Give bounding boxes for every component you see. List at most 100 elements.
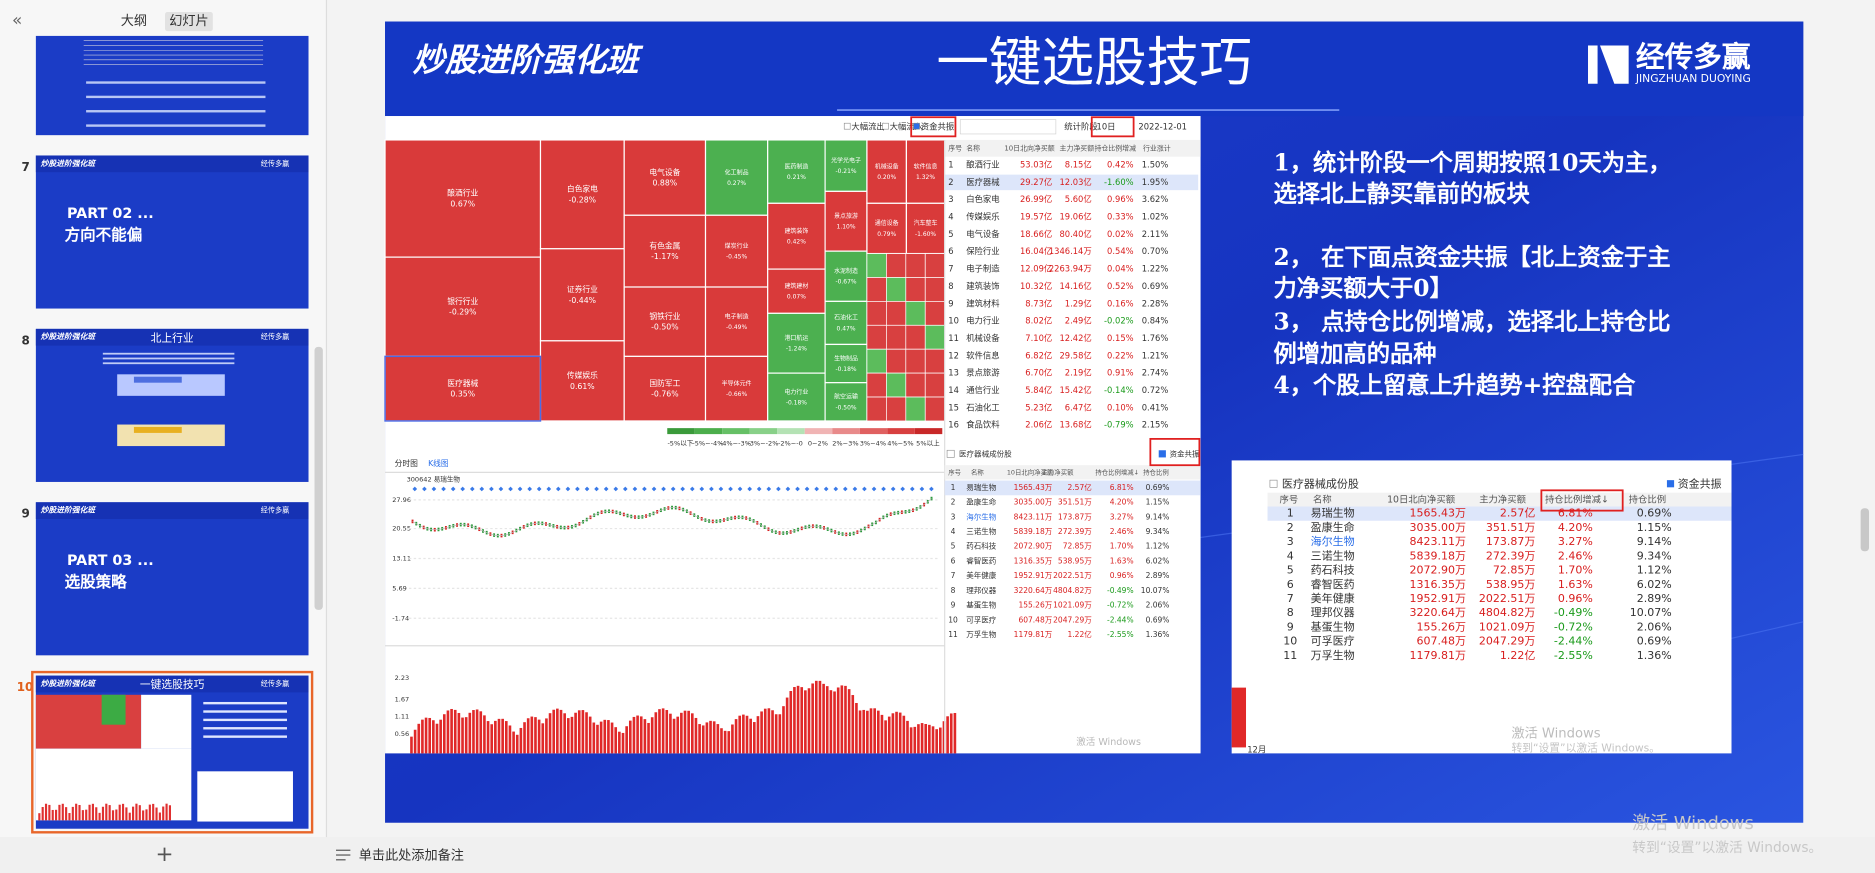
add-slide[interactable]: + <box>155 842 173 867</box>
tab[interactable]: 幻灯片 <box>169 13 208 29</box>
checkbox[interactable] <box>913 122 920 130</box>
legend-label: 3%~4% <box>860 440 886 448</box>
table-cell: 通信行业 <box>966 385 999 395</box>
toolbar-item[interactable]: 2022-12-01 <box>1138 121 1187 131</box>
thumb-title: PART 03 ... <box>67 553 154 569</box>
treemap-cell <box>866 324 887 350</box>
toolbar-item[interactable]: 资金共振 <box>921 121 955 131</box>
table-cell: 29.58亿 <box>1059 350 1091 360</box>
table-cell: -2.55% <box>1107 630 1134 639</box>
marker: ◆ <box>814 486 819 493</box>
column-header: 序号 <box>948 467 961 476</box>
treemap-cell <box>384 139 542 258</box>
table-cell: 5.60亿 <box>1065 194 1092 204</box>
table-cell: 9 <box>948 298 953 308</box>
filter[interactable]: 资金共振 <box>1169 448 1200 458</box>
thumbnail[interactable] <box>35 155 309 309</box>
volume-bar <box>818 680 822 754</box>
volume-bar <box>855 702 858 754</box>
table-cell: 0.91% <box>1107 368 1134 378</box>
table-cell: 2.06% <box>1637 620 1672 633</box>
sector-name: 景点旅游 <box>834 212 858 220</box>
scrollbar[interactable] <box>314 346 323 610</box>
table-cell: 4804.82万 <box>1479 606 1535 619</box>
filter[interactable]: 资金共振 <box>1678 476 1722 490</box>
marker: ◆ <box>566 486 571 493</box>
volume-bar <box>639 716 643 754</box>
toolbar-item[interactable]: 统计阶段 <box>1064 121 1098 131</box>
toolbar-item[interactable]: 大幅流入 <box>890 121 924 131</box>
checkbox[interactable] <box>1158 450 1166 458</box>
sector-change: 1.32% <box>916 174 935 181</box>
table-cell: 2 <box>1287 521 1294 534</box>
checkbox[interactable] <box>843 122 851 130</box>
checkbox[interactable] <box>882 122 889 130</box>
volume-bar <box>906 720 909 754</box>
sector-name: 建筑建材 <box>784 282 808 290</box>
volume-bar <box>468 712 472 754</box>
table-cell: 睿智医药 <box>1311 577 1355 591</box>
legend-label: 0~2% <box>808 440 828 448</box>
table-cell: 0.69% <box>1146 483 1170 492</box>
toolbar-item[interactable]: 大幅流出 <box>851 121 884 131</box>
table-cell: 海尔生物 <box>1311 534 1355 548</box>
table-cell: 15.42亿 <box>1059 385 1091 395</box>
sector-change: -0.44% <box>569 296 596 305</box>
sector-name: 汽车整车 <box>914 219 938 227</box>
volume-bar <box>632 716 636 754</box>
table-cell: 医疗器械 <box>966 177 1000 187</box>
marker: ◆ <box>805 486 810 493</box>
axis-label: 27.96 <box>392 496 411 504</box>
legend-swatch <box>887 428 915 435</box>
table-cell: 0.02% <box>1107 229 1134 239</box>
collapse[interactable]: « <box>12 9 22 29</box>
volume-bar <box>884 720 887 754</box>
notes[interactable]: 单击此处添加备注 <box>359 847 464 864</box>
table-cell: 10 <box>948 615 958 624</box>
table-cell: 1.63% <box>1558 578 1593 591</box>
toolbar-item[interactable]: 10日 <box>1097 121 1116 131</box>
table-cell: 美年健康 <box>1311 591 1355 605</box>
thumbnail[interactable] <box>35 502 309 656</box>
table-cell: 0.15% <box>1107 333 1134 343</box>
table-cell: 1952.91万 <box>1410 592 1467 605</box>
checkbox[interactable] <box>1666 480 1675 488</box>
column-header: 10日北向净买额 <box>1004 143 1054 152</box>
volume-bar <box>636 715 639 754</box>
volume-bar <box>592 722 596 754</box>
tab[interactable]: 大纲 <box>121 13 147 29</box>
table-cell: -2.44% <box>1554 635 1593 648</box>
axis-label: 5.69 <box>392 584 407 592</box>
table-cell: 景点旅游 <box>966 368 1000 378</box>
table-cell: 3220.64万 <box>1410 606 1467 619</box>
table-cell: 1.36% <box>1637 649 1672 662</box>
marker: ◆ <box>719 486 724 493</box>
table-cell: 1316.35万 <box>1014 556 1053 565</box>
treemap-cell <box>866 301 887 326</box>
marker: ◆ <box>661 486 666 493</box>
treemap-cell <box>924 301 946 326</box>
chart-tab[interactable]: 分时图 <box>395 458 419 468</box>
chart-tab[interactable]: K线图 <box>428 458 449 468</box>
selection <box>31 670 314 834</box>
volume-bar <box>439 719 442 754</box>
table-cell: 6.81% <box>1558 507 1593 520</box>
sector-change: 0.67% <box>450 200 475 209</box>
volume-bar <box>909 727 913 754</box>
thumb-logo: 经传多赢 <box>261 159 290 168</box>
table-cell: -0.49% <box>1554 606 1593 619</box>
table-cell: 0.16% <box>1107 298 1134 308</box>
table-cell: 万孚生物 <box>966 629 997 639</box>
watermark: 激活 Windows <box>1632 813 1754 834</box>
volume-bar <box>705 722 709 754</box>
scrollbar[interactable] <box>1860 508 1870 552</box>
table-cell: 538.95万 <box>1058 556 1092 565</box>
thumbnail[interactable] <box>35 328 309 482</box>
sector-name: 半导体元件 <box>722 379 752 387</box>
volume-bar <box>811 683 814 754</box>
table-cell: 1.29亿 <box>1065 298 1092 308</box>
table-cell: 19.57亿 <box>1020 212 1052 222</box>
marker: ◆ <box>700 486 705 493</box>
marker: ◆ <box>757 486 762 493</box>
volume-bar <box>858 710 862 754</box>
